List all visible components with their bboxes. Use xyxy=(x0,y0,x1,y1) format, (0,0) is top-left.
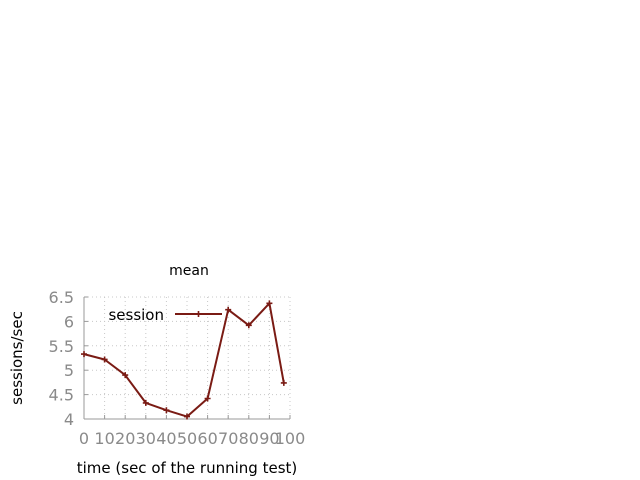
data-point xyxy=(81,351,87,358)
y-tick-label: 4.5 xyxy=(49,386,74,405)
x-tick-label: 40 xyxy=(156,429,176,448)
data-point xyxy=(122,372,129,379)
data-point xyxy=(204,395,211,402)
data-point xyxy=(184,413,190,420)
data-point xyxy=(280,379,287,386)
data-point xyxy=(225,306,232,313)
data-point xyxy=(142,399,149,406)
x-tick-label: 60 xyxy=(197,429,217,448)
y-tick-label: 4 xyxy=(64,410,74,429)
legend-label-session: session xyxy=(108,306,164,324)
data-point xyxy=(163,407,170,414)
x-tick-label: 10 xyxy=(94,429,114,448)
series-session xyxy=(81,300,287,420)
x-tick-label: 90 xyxy=(259,429,279,448)
data-point xyxy=(266,300,273,307)
x-tick-label: 50 xyxy=(177,429,197,448)
y-tick-label: 6 xyxy=(64,312,74,331)
x-tick-label: 80 xyxy=(239,429,259,448)
y-tick-label: 5.5 xyxy=(49,337,74,356)
x-tick-label: 100 xyxy=(275,429,306,448)
y-tick-label: 5 xyxy=(64,361,74,380)
data-point xyxy=(101,356,108,363)
y-axis-title: sessions/sec xyxy=(8,311,26,405)
x-tick-label: 0 xyxy=(79,429,89,448)
grid xyxy=(84,296,291,419)
data-point xyxy=(245,322,252,329)
chart-title: mean xyxy=(169,263,209,279)
x-tick-label: 20 xyxy=(115,429,135,448)
legend-marker xyxy=(195,311,202,317)
series-layer xyxy=(81,300,287,420)
x-axis-title: time (sec of the running test) xyxy=(77,459,298,477)
x-tick-label: 70 xyxy=(218,429,238,448)
x-tick-label: 30 xyxy=(136,429,156,448)
y-tick-label: 6.5 xyxy=(49,288,74,307)
legend: session xyxy=(108,306,222,324)
